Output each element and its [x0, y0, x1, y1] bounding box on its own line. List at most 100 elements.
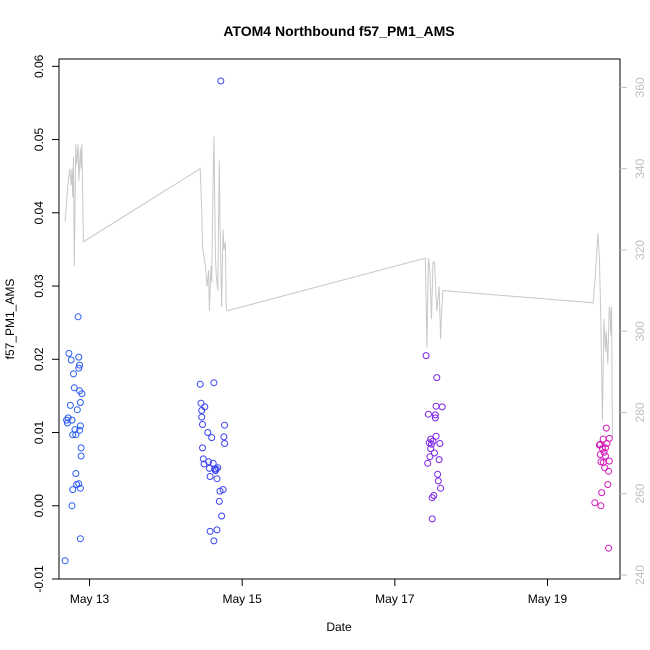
data-point [70, 370, 77, 378]
data-point [76, 422, 84, 430]
y-tick-label: 0.04 [32, 201, 46, 225]
data-point [76, 399, 84, 406]
y-tick-label: 0.01 [32, 421, 46, 445]
data-point [196, 380, 204, 388]
data-point [69, 486, 77, 494]
data-point [437, 484, 445, 492]
data-point [65, 349, 73, 357]
y2-tick-label: 260 [633, 483, 647, 503]
data-point [76, 484, 84, 492]
data-point [76, 535, 84, 543]
data-point [431, 414, 439, 422]
y-tick-label: 0.00 [32, 494, 46, 518]
data-point [201, 403, 209, 411]
data-point [600, 448, 608, 456]
data-point [206, 473, 214, 480]
data-point [431, 449, 438, 457]
data-point [77, 452, 85, 460]
data-point [220, 433, 228, 441]
data-point [221, 421, 229, 429]
data-point [75, 353, 83, 361]
x-axis-title: Date [326, 620, 352, 634]
data-point [73, 406, 81, 414]
y2-tick-label: 240 [633, 565, 647, 585]
scatter-points-layer [61, 77, 613, 565]
data-point [605, 434, 613, 442]
data-point [436, 440, 444, 447]
data-point [66, 401, 74, 409]
data-point [210, 537, 218, 545]
data-point [213, 526, 221, 534]
data-point [67, 356, 75, 364]
data-point [605, 467, 613, 475]
data-point [215, 497, 223, 505]
data-point [205, 464, 213, 472]
chart-title: ATOM4 Northbound f57_PM1_AMS [223, 23, 454, 39]
y-axis-right: 240 260 280 300 320 340 360 [620, 77, 647, 585]
y2-tick-label: 360 [633, 77, 647, 97]
y-tick-label: 0.06 [32, 54, 46, 78]
data-point [433, 374, 441, 382]
data-point [213, 475, 221, 483]
data-point [424, 459, 432, 467]
data-point [75, 364, 83, 372]
y-tick-label: 0.03 [32, 274, 46, 298]
data-point [602, 452, 609, 460]
y2-tick-label: 320 [633, 240, 647, 260]
data-point [199, 421, 206, 428]
data-point [605, 544, 613, 552]
data-point [76, 361, 84, 369]
data-point [431, 411, 439, 419]
data-point [70, 384, 78, 392]
data-point [68, 502, 76, 510]
y-tick-label: -0.01 [32, 565, 46, 593]
data-point [76, 426, 84, 434]
data-point [75, 480, 83, 488]
y2-tick-label: 300 [633, 321, 647, 341]
data-point [78, 390, 86, 398]
data-point [217, 77, 225, 85]
data-point [210, 379, 218, 387]
data-point [77, 444, 85, 452]
data-point [218, 512, 226, 520]
data-point [221, 440, 229, 447]
y2-tick-label: 280 [633, 402, 647, 422]
secondary-line-layer [64, 136, 613, 437]
y-tick-label: 0.02 [32, 347, 46, 371]
data-point [426, 453, 434, 461]
data-point [64, 414, 72, 422]
data-point [71, 426, 79, 434]
data-point [438, 403, 446, 411]
data-point [214, 464, 222, 472]
data-point [424, 410, 432, 418]
data-point [205, 458, 213, 466]
data-point [598, 489, 606, 497]
data-point [74, 313, 82, 321]
data-point [427, 435, 435, 443]
data-point [204, 429, 212, 436]
data-point [434, 470, 442, 478]
data-point [68, 416, 76, 424]
data-point [61, 557, 69, 565]
data-point [72, 470, 80, 477]
data-point [429, 437, 437, 445]
data-point [428, 494, 436, 502]
data-point [422, 352, 430, 360]
data-point [430, 492, 438, 499]
plot-frame [58, 58, 621, 580]
data-point [197, 399, 205, 407]
data-point [598, 445, 606, 453]
y-tick-label: 0.05 [32, 128, 46, 152]
y-axis-title: f57_PM1_AMS [3, 279, 17, 360]
data-point [599, 459, 607, 466]
data-point [63, 416, 71, 424]
y2-tick-label: 340 [633, 158, 647, 178]
data-point [212, 465, 220, 473]
data-point [198, 413, 206, 421]
x-tick-label: May 13 [70, 592, 110, 606]
data-point [427, 445, 435, 453]
x-tick-label: May 17 [375, 592, 415, 606]
